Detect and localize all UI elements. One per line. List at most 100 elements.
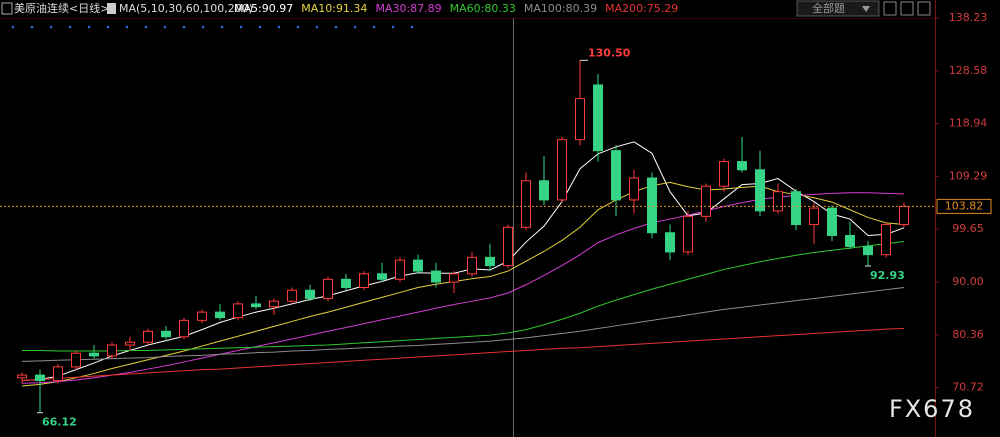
ma-line xyxy=(21,328,905,382)
candle-body xyxy=(17,374,27,379)
candle-body xyxy=(467,256,477,275)
candle-body xyxy=(161,330,171,338)
candle-body xyxy=(413,259,423,272)
candle-body xyxy=(359,273,369,288)
candle-body xyxy=(557,139,567,201)
decor-dot xyxy=(372,25,376,29)
candle-body xyxy=(791,191,801,226)
candle-body xyxy=(107,344,117,357)
candle-body xyxy=(863,245,873,256)
annotation: 130.50 xyxy=(588,46,631,59)
candle-body xyxy=(737,161,747,171)
watermark: FX678 xyxy=(889,395,975,423)
candle-body xyxy=(251,303,261,308)
decor-dot xyxy=(182,25,186,29)
decor-dot xyxy=(353,25,357,29)
decor-dot xyxy=(49,25,53,29)
symbol-icon xyxy=(1,2,13,15)
candle-body xyxy=(89,352,99,357)
y-tick-label: 70.72 xyxy=(952,381,984,394)
candle-body xyxy=(449,273,459,283)
candle-body xyxy=(665,232,675,253)
decor-dot xyxy=(68,25,72,29)
legend-entry: MA5:90.97 xyxy=(234,2,293,15)
candle-body xyxy=(287,289,297,302)
candle-body xyxy=(125,341,135,346)
candle-body xyxy=(827,207,837,236)
candle-body xyxy=(179,319,189,338)
tool-button[interactable] xyxy=(900,1,914,16)
dropdown-label: 全部题 xyxy=(812,1,845,15)
y-tick-label: 128.58 xyxy=(949,64,988,77)
tool-button[interactable] xyxy=(883,1,897,16)
y-tick-label: 118.94 xyxy=(949,117,988,130)
dropdown[interactable] xyxy=(796,0,880,17)
candle-body xyxy=(647,177,657,234)
candle-body xyxy=(215,311,225,319)
candle-body xyxy=(503,226,513,267)
candle-body xyxy=(485,256,495,267)
candle-body xyxy=(539,180,549,201)
last-price-box xyxy=(936,198,992,214)
legend-entry: MA10:91.34 xyxy=(301,2,367,15)
candle-body xyxy=(611,150,621,201)
decor-dot xyxy=(410,25,414,29)
legend-entry: MA100:80.39 xyxy=(524,2,597,15)
candle-body xyxy=(431,270,441,283)
candle-body xyxy=(143,330,153,343)
indicator-icon xyxy=(107,3,116,14)
candle-body xyxy=(71,352,81,368)
decor-dot xyxy=(11,25,15,29)
ma-line xyxy=(22,241,905,352)
candle-body xyxy=(341,278,351,288)
symbol-title: 美原油连续<日线> xyxy=(14,1,109,15)
candle-body xyxy=(809,207,819,226)
candle-body xyxy=(755,169,765,212)
decor-dot xyxy=(391,25,395,29)
decor-dot xyxy=(144,25,148,29)
indicator-label: MA(5,10,30,60,100,200) xyxy=(119,2,253,15)
y-tick-label: 109.29 xyxy=(949,169,988,182)
legend-entry: MA30:87.89 xyxy=(375,2,441,15)
annotation: 92.93 xyxy=(870,269,905,282)
candle-body xyxy=(377,273,387,280)
decor-dot xyxy=(106,25,110,29)
dropdown-arrow xyxy=(862,6,870,12)
decor-dot xyxy=(201,25,205,29)
decor-dot xyxy=(315,25,319,29)
candle-body xyxy=(197,311,207,321)
decor-dot xyxy=(296,25,300,29)
decor-dot xyxy=(239,25,243,29)
candle-body xyxy=(53,366,63,382)
tool-button[interactable] xyxy=(917,1,931,16)
y-tick-label: 80.36 xyxy=(952,328,984,341)
candle-body xyxy=(269,300,279,308)
candle-body xyxy=(719,161,729,187)
decor-dot xyxy=(258,25,262,29)
decor-dot xyxy=(125,25,129,29)
candle-body xyxy=(575,98,585,141)
decor-dot xyxy=(220,25,224,29)
legend-entry: MA60:80.33 xyxy=(450,2,516,15)
candle-body xyxy=(305,289,315,299)
y-tick-label: 99.65 xyxy=(952,222,984,235)
candle-body xyxy=(629,177,639,201)
candle-body xyxy=(395,259,405,280)
candle-body xyxy=(233,303,243,319)
last-price-label: 103.82 xyxy=(945,199,984,212)
candle-body xyxy=(845,234,855,247)
candle-body xyxy=(773,191,783,212)
candle-body xyxy=(881,224,891,256)
decor-dot xyxy=(30,25,34,29)
ma-line xyxy=(21,287,905,362)
candle-body xyxy=(899,205,909,226)
decor-dot xyxy=(334,25,338,29)
candle-body xyxy=(35,374,45,382)
decor-dot xyxy=(87,25,91,29)
annotation: 66.12 xyxy=(42,416,77,429)
candle-body xyxy=(593,84,603,152)
decor-dot xyxy=(277,25,281,29)
